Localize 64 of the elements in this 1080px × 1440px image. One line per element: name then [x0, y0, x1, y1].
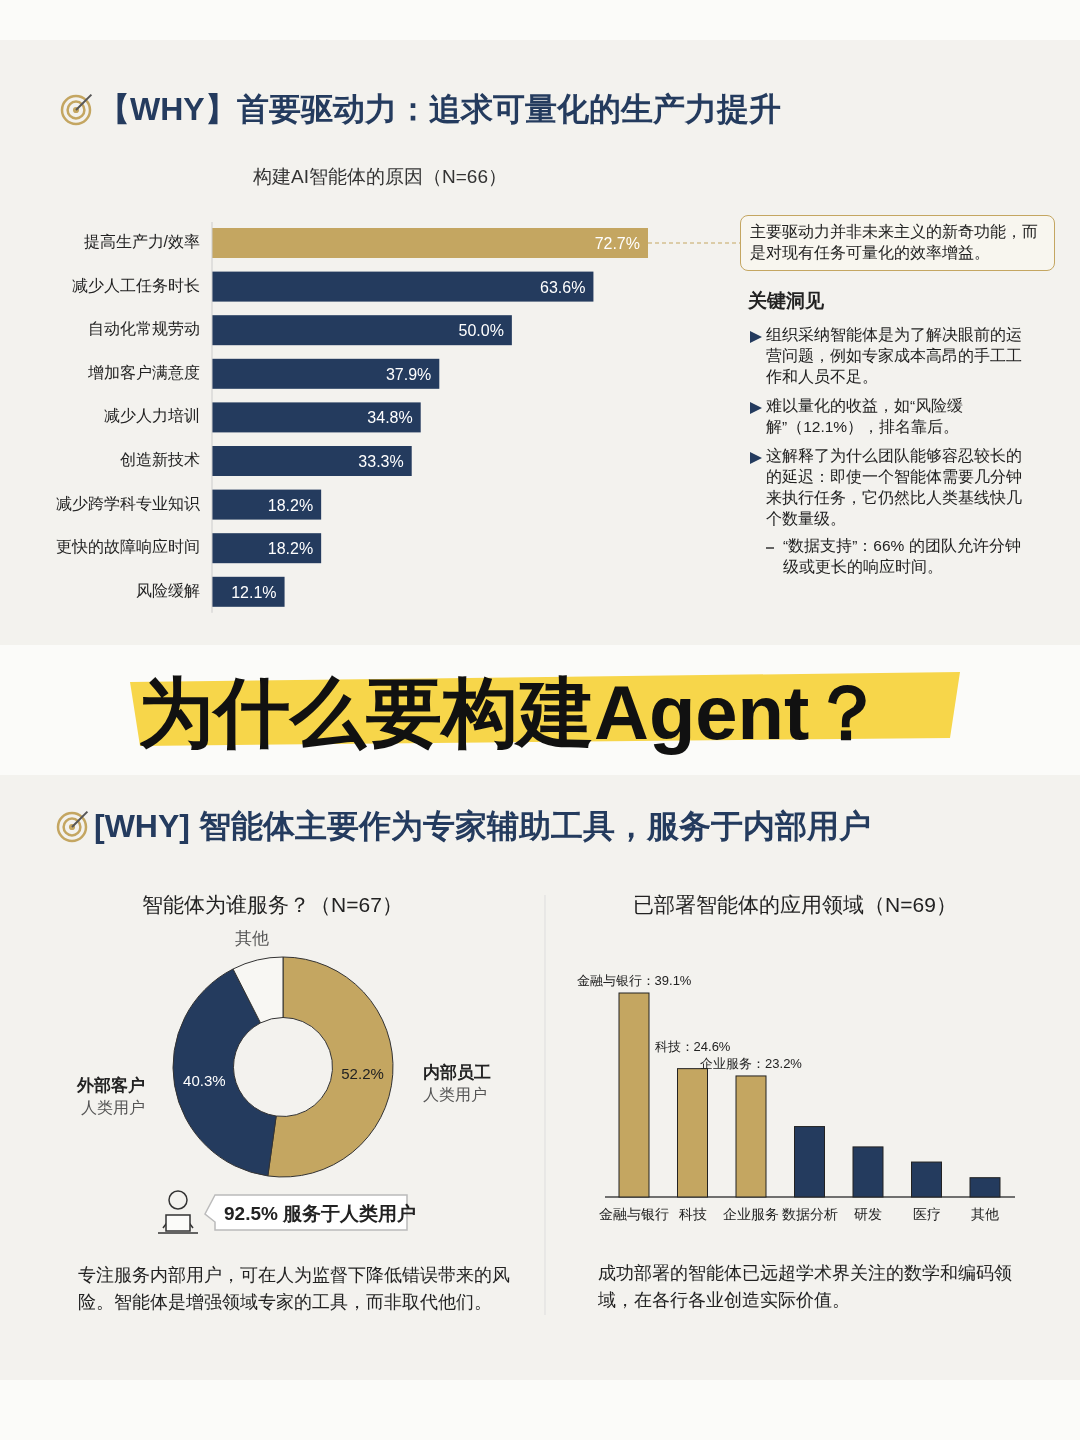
text: 92.5% 服务于人类用户 [224, 1202, 417, 1226]
y-tick-label: 风险缓解 [136, 580, 200, 601]
text: 为什么要构建Agent？ [138, 669, 886, 757]
text: 人类用户 [80, 1097, 145, 1118]
bar [618, 992, 650, 1198]
text: 组织采纳智能体是为了解决眼前的运营问题，例如专家成本高昂的手工工作和人员不足。 [766, 325, 1023, 387]
annotation: 主要驱动力并非未来主义的新奇功能，而是对现有任务可量化的效率增益。 [740, 215, 1055, 271]
bar [794, 1126, 825, 1198]
slice-label: 外部客户 [76, 1074, 145, 1097]
data-label: 33.3% [358, 453, 404, 470]
y-tick-label: 减少人工任务时长 [72, 275, 200, 296]
text: 专注服务内部用户，可在人为监督下降低错误带来的风险。智能体是增强领域专家的工具，而非取代他们。 [78, 1264, 511, 1314]
bar [212, 402, 421, 433]
chart-title: 已部署智能体的应用领域（N=69） [632, 892, 958, 918]
x-tick-label: 研发 [854, 1206, 882, 1222]
text: 难以量化的收益，如“风险缓解”（12.1%），排名靠后。 [766, 396, 965, 437]
y-tick-label: 更快的故障响应时间 [56, 537, 200, 558]
y-tick-label: 自动化常规劳动 [88, 319, 200, 340]
y-tick-label: 创造新技术 [120, 450, 200, 470]
x-tick-label: 数据分析 [781, 1206, 838, 1222]
data-label: 37.9% [385, 365, 432, 383]
bar [212, 358, 440, 389]
bar [212, 489, 322, 520]
x-tick-label: 科技 [678, 1206, 707, 1222]
chart-title: 构建AI智能体的原因（N=66） [252, 165, 508, 189]
y-tick-label: 减少人力培训 [104, 406, 200, 427]
x-tick-label: 金融与银行 [598, 1205, 670, 1224]
data-label: 63.6% [540, 278, 586, 296]
data-label: 40.3% [183, 1072, 226, 1090]
data-label: 18.2% [267, 540, 314, 558]
data-label: 72.7% [594, 235, 640, 252]
bar [212, 271, 594, 302]
bar [212, 533, 322, 564]
bar [852, 1146, 884, 1198]
bar [911, 1161, 942, 1198]
bar [969, 1177, 1001, 1198]
x-tick-label: 其他 [970, 1205, 1000, 1224]
text: 成功部署的智能体已远超学术界关注的数学和编码领域，在各行各业创造实际价值。 [598, 1262, 1013, 1312]
data-label: 52.2% [341, 1064, 384, 1082]
x-tick-label: 企业服务 [723, 1206, 779, 1222]
slice-label: 内部员工 [422, 1062, 491, 1085]
data-label: 18.2% [267, 496, 314, 514]
bar [212, 315, 512, 346]
bar [677, 1068, 708, 1198]
data-label: 12.1% [231, 583, 277, 601]
data-label: 50.0% [458, 322, 504, 340]
text: 人类用户 [422, 1085, 487, 1106]
y-tick-label: 增加客户满意度 [88, 362, 200, 383]
bar [212, 446, 412, 476]
x-tick-label: 医疗 [911, 1205, 942, 1224]
slice-label: 其他 [235, 928, 270, 951]
y-tick-label: 减少跨学科专业知识 [56, 493, 200, 514]
bar [735, 1075, 767, 1198]
data-label: 34.8% [367, 409, 413, 427]
text: 关键洞见 [748, 289, 824, 313]
data-label: 金融与银行：39.1% [576, 973, 692, 988]
data-label: 企业服务：23.2% [700, 1055, 803, 1071]
text: 【WHY】首要驱动力：追求可量化的生产力提升 [98, 90, 781, 129]
y-tick-label: 提高生产力/效率 [83, 232, 200, 252]
text: “数据支持”：66% 的团队允许分钟级或更长的响应时间。 [783, 536, 1022, 577]
text: [WHY] 智能体主要作为专家辅助工具，服务于内部用户 [94, 807, 871, 846]
chart-title: 智能体为谁服务？（N=67） [141, 892, 404, 918]
text: 这解释了为什么团队能够容忍较长的的延迟：即使一个智能体需要几分钟来执行任务，它仍然比人类基线快几个数量级。 [766, 446, 1023, 529]
data-label: 科技：24.6% [654, 1038, 731, 1054]
